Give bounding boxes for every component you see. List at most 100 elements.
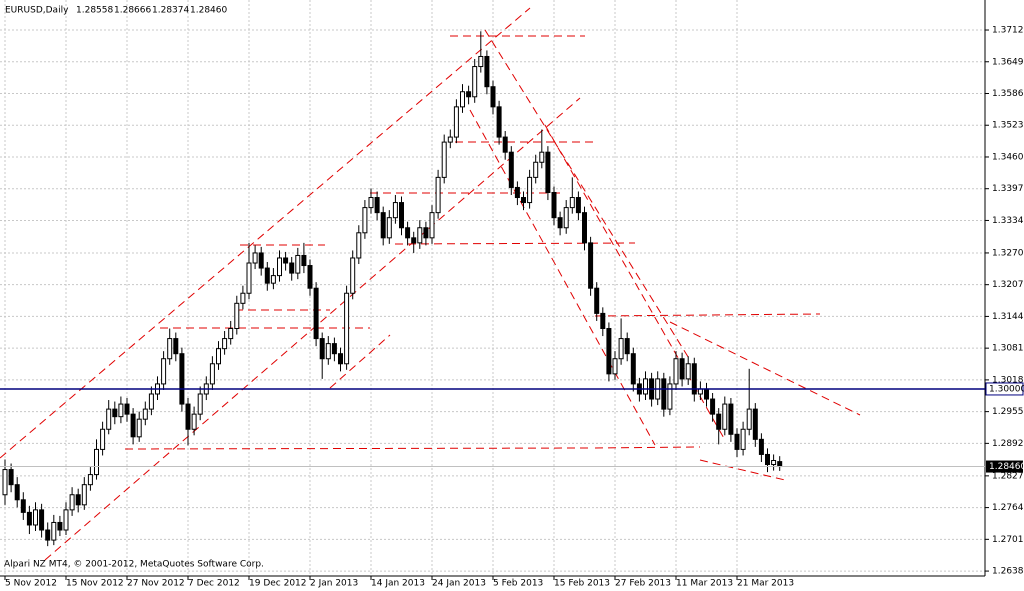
candle-body (185, 403, 191, 430)
candle-body (368, 197, 374, 209)
candle-body (588, 242, 594, 289)
trend-line (669, 321, 861, 416)
y-tick-label: 1.33975 (992, 184, 1024, 194)
candle-body (338, 353, 343, 365)
candle-body (728, 403, 734, 435)
candle-body (313, 287, 319, 340)
candle-body (752, 408, 758, 440)
y-tick-label: 1.28275 (992, 471, 1024, 481)
candle-body (124, 403, 130, 415)
candle-body (228, 328, 234, 340)
candle-body (661, 378, 667, 410)
candle-body (142, 408, 148, 420)
candle-body (466, 91, 472, 98)
candle-body (478, 55, 484, 68)
candle-body (167, 338, 173, 360)
candle-body (2, 469, 8, 496)
chart-title: EURUSD,Daily (5, 6, 69, 16)
x-tick-label: 5 Feb 2013 (493, 579, 543, 589)
candle-body (734, 433, 740, 450)
candle-body (307, 265, 313, 289)
x-tick-label: 15 Nov 2012 (66, 579, 124, 589)
bid-label-box (986, 460, 1023, 473)
x-tick-label: 27 Feb 2013 (615, 579, 671, 589)
y-tick-label: 1.30180 (992, 375, 1024, 385)
candle-body (710, 398, 716, 415)
trend-line (0, 7, 531, 459)
y-tick-label: 1.35235 (992, 121, 1024, 131)
candle-body (612, 358, 618, 375)
candle-body (258, 252, 264, 269)
candle-body (484, 55, 490, 88)
candle-body (630, 353, 636, 385)
candle-body (411, 237, 417, 244)
candle-body (344, 292, 350, 365)
candle-body (673, 358, 679, 385)
candle-body (191, 413, 197, 430)
candle-body (514, 186, 520, 199)
trend-line (329, 334, 391, 389)
candle-body (508, 151, 514, 188)
candle-body (374, 197, 380, 214)
candle-body (216, 348, 221, 365)
candle-body (423, 227, 429, 239)
candle-body (319, 338, 325, 360)
y-tick-label: 1.29550 (992, 407, 1024, 417)
candle-body (222, 338, 228, 350)
candle-body (33, 509, 38, 526)
candle-body (594, 287, 600, 314)
candle-body (356, 232, 362, 259)
candle-body (87, 474, 93, 486)
candle-body (45, 529, 51, 541)
candle-body (264, 267, 270, 284)
candle-body (502, 136, 508, 153)
candle-body (100, 428, 106, 450)
candle-body (197, 393, 203, 415)
x-tick-label: 11 Mar 2013 (676, 579, 733, 589)
footer: Alpari NZ MT4, © 2001-2012, MetaQuotes S… (4, 560, 264, 570)
candles (2, 31, 783, 547)
candle-body (234, 302, 240, 330)
candle-body (685, 363, 691, 380)
candle-body (289, 262, 295, 274)
trend-line (44, 97, 581, 561)
candle-body (362, 207, 368, 234)
candle-body (496, 106, 502, 138)
y-tick-label: 1.31440 (992, 312, 1024, 322)
candle-body (618, 338, 624, 360)
candle-body (331, 343, 337, 355)
candle-body (63, 509, 69, 531)
y-tick-label: 1.33345 (992, 216, 1024, 226)
candle-body (447, 136, 453, 143)
candle-body (173, 338, 179, 355)
candle-body (283, 257, 289, 264)
candle-body (161, 358, 167, 385)
ohlc-label: 1.28460 (190, 6, 227, 16)
y-tick-label: 1.32700 (992, 248, 1024, 258)
candle-body (118, 403, 124, 418)
candle-body (277, 257, 282, 277)
candle-body (112, 408, 118, 418)
candle-body (81, 484, 87, 506)
candle-body (551, 191, 557, 219)
candle-body (758, 438, 764, 455)
candle-body (527, 176, 533, 204)
x-tick-label: 21 Mar 2013 (737, 579, 794, 589)
candle-body (20, 499, 26, 513)
candle-body (51, 521, 57, 541)
y-tick-label: 1.36495 (992, 57, 1024, 67)
candle-body (582, 212, 587, 244)
candle-body (75, 494, 81, 506)
price-label: 1.30000 (989, 384, 1024, 394)
candle-body (777, 461, 783, 468)
x-tick-label: 15 Feb 2013 (554, 579, 610, 589)
bid-label: 1.28460 (989, 462, 1024, 472)
candle-body (136, 418, 142, 438)
candle-body (697, 388, 703, 395)
candle-body (57, 521, 63, 531)
candle-body (148, 393, 154, 410)
candle-body (563, 207, 569, 229)
